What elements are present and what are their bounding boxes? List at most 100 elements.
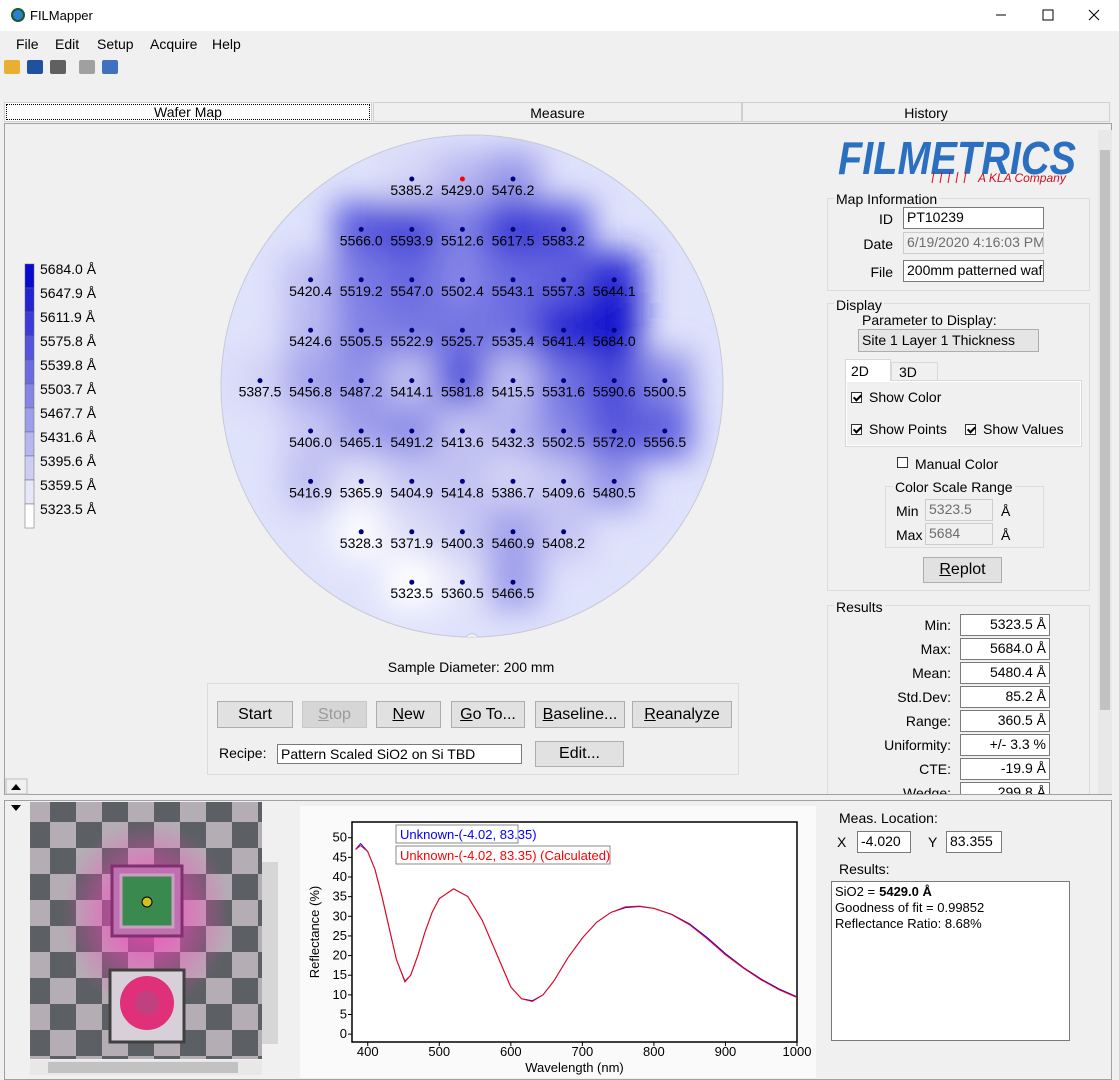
checker [30,822,50,848]
field-input[interactable]: PT10239 [903,207,1044,229]
checker [232,952,258,978]
site-value: 5404.9 [390,484,433,500]
x-tick-label: 600 [500,1044,522,1059]
site-point [409,529,415,535]
checker [128,802,154,822]
site-value: 5547.0 [390,283,433,299]
x-tick-label: 900 [715,1044,737,1059]
site-point [459,478,465,484]
range-input[interactable]: 5684 [925,523,993,545]
checkbox[interactable] [965,424,976,435]
recipe-select[interactable]: Pattern Scaled SiO2 on Si TBD [277,744,522,764]
checker [258,978,262,1004]
window-title: FILMapper [30,8,93,23]
y-tick-label: 45 [333,849,347,864]
checker [206,802,232,822]
button[interactable]: Edit... [535,741,624,767]
site-point [510,277,516,283]
scroll-thumb[interactable] [1100,150,1110,710]
site-point [662,378,668,384]
site-value: 5502.5 [542,434,585,450]
button[interactable]: Start [217,701,293,728]
x-tick-label: 400 [357,1044,379,1059]
site-value: 5360.5 [441,585,484,601]
logo-tagline: A KLA Company [977,171,1067,185]
site-point [358,226,364,232]
logo-bar [931,171,935,184]
checker [50,802,76,822]
group-box [827,198,1090,291]
menu-item[interactable]: Setup [97,36,134,52]
checkbox[interactable] [897,457,908,468]
recipe-label: Recipe: [219,745,267,761]
checker [50,1056,76,1059]
logo-bar [947,171,951,184]
menu-item[interactable]: Acquire [150,36,198,52]
checker [128,1056,154,1059]
site-point [611,428,617,434]
y-tick-label: 40 [333,869,347,884]
logo-bar [939,171,943,184]
range-input[interactable]: 5323.5 [925,499,993,521]
tab[interactable]: History [742,102,1110,122]
checkbox[interactable] [851,424,862,435]
site-point [510,378,516,384]
checker [232,848,258,874]
checker [180,1056,206,1059]
view-tab[interactable]: 2D [845,359,891,381]
site-value: 5487.2 [340,384,383,400]
meas-results: SiO2 = 5429.0 Å Goodness of fit = 0.99852 R… [831,881,1070,1041]
site-point [358,529,364,535]
checker [50,848,76,874]
scale-swatch [24,455,35,481]
up-arrow [11,784,21,790]
menu-item[interactable]: File [16,36,39,52]
site-point [308,378,314,384]
checker [258,848,262,874]
checker [232,900,258,926]
checker [154,802,180,822]
button[interactable]: Stop [302,701,367,728]
group-box [827,303,1090,591]
scale-label: 5684.0 Å [40,261,97,277]
site-value: 5566.0 [340,232,383,248]
tab-inner [847,382,1080,445]
meas-x[interactable]: -4.020 [857,831,911,853]
checker [50,978,76,1004]
sample-diameter: Sample Diameter: 200 mm [387,659,555,675]
toolbar-icon [79,60,95,74]
field-input[interactable]: 200mm patterned wafe [903,260,1044,282]
site-point [308,277,314,283]
meas-y[interactable]: 83.355 [946,831,1002,853]
button[interactable]: Go To... [451,701,525,728]
menu-item[interactable]: Edit [55,36,80,52]
scale-label: 5431.6 Å [40,429,97,445]
site-point [409,277,415,283]
site-point [510,226,516,232]
range-label: Max [896,527,923,543]
scrollbar[interactable] [1098,130,1112,794]
site-point [510,327,516,333]
y-axis-label: Reflectance (%) [307,886,322,978]
tab[interactable]: Measure [373,102,742,122]
button[interactable]: Baseline... [535,701,625,728]
button[interactable]: Replot [923,557,1002,583]
logo-bar [963,171,967,184]
field-input[interactable]: 6/19/2020 4:16:03 PM [903,232,1044,254]
checkbox[interactable] [851,392,862,403]
button[interactable]: Reanalyze [632,701,732,728]
site-point [611,478,617,484]
button[interactable]: New [376,701,441,728]
site-value: 5409.6 [542,484,585,500]
scale-swatch [24,311,35,337]
menu-item[interactable]: Help [212,36,241,52]
param-select[interactable]: Site 1 Layer 1 Thickness [858,329,1039,352]
result-label: Max: [920,641,951,657]
checker [206,1056,232,1059]
checker [206,1004,232,1030]
view-tab[interactable]: 3D [891,362,938,381]
y-tick-label: 5 [340,1007,347,1022]
tab[interactable]: Wafer Map [4,102,372,122]
site-value: 5519.2 [340,283,383,299]
site-value: 5385.2 [390,182,433,198]
